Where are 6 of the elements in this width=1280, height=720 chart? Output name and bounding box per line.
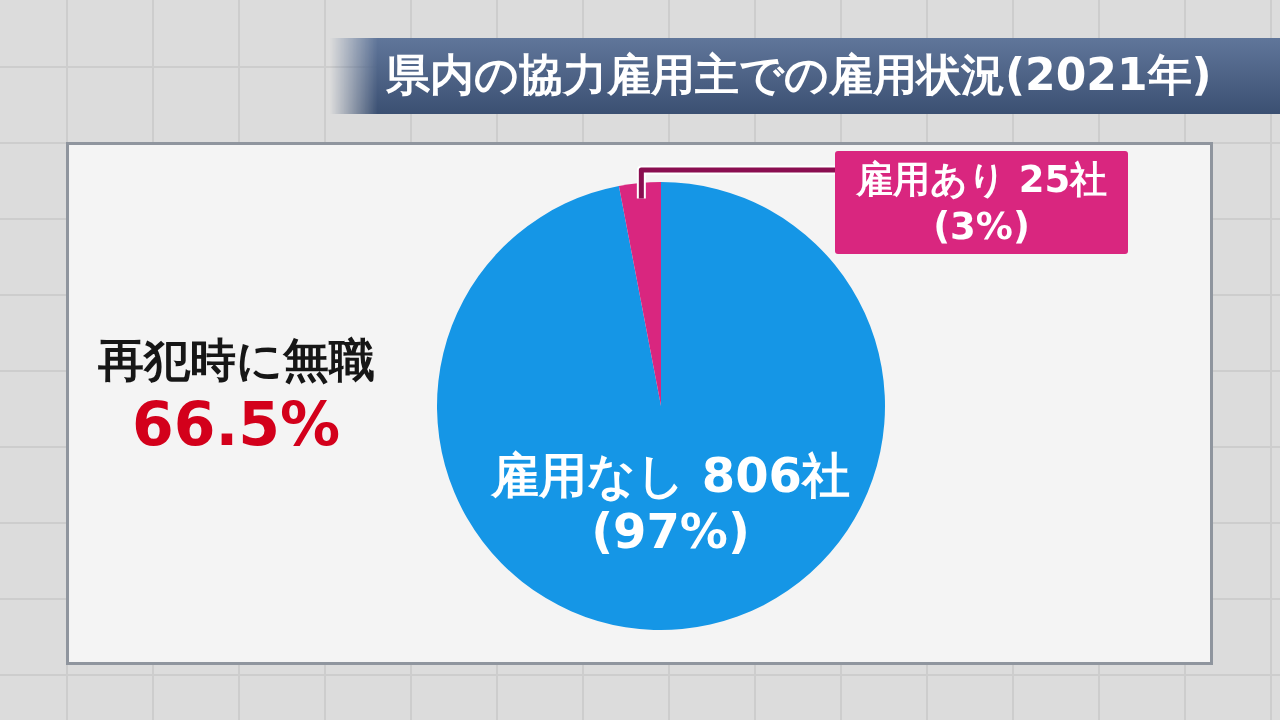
text: 再犯時に無職 <box>96 333 375 387</box>
slice-label: 雇用あり 25社 (3%) <box>854 158 1108 248</box>
chart-title: 県内の協力雇用主での雇用状況(2021年) <box>385 49 1212 100</box>
text: 66.5% <box>131 389 341 459</box>
slice-label: 雇用なし 806社 (97%) <box>490 447 850 560</box>
pie-slice <box>618 182 661 406</box>
